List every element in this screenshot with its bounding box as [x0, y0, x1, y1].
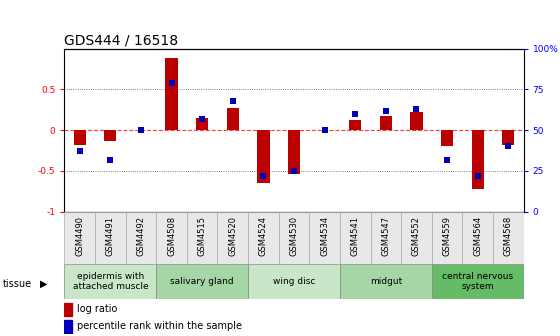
- Bar: [104, 130, 116, 141]
- Text: GSM4490: GSM4490: [75, 216, 84, 256]
- Bar: [288, 130, 300, 174]
- Point: [259, 173, 268, 178]
- Text: ▶: ▶: [40, 279, 48, 289]
- Bar: [73, 130, 86, 145]
- Bar: [472, 130, 484, 189]
- Bar: [410, 112, 423, 130]
- Bar: [64, 264, 156, 299]
- Text: GSM4559: GSM4559: [442, 216, 451, 256]
- Bar: [340, 264, 432, 299]
- Bar: [309, 212, 340, 264]
- Text: percentile rank within the sample: percentile rank within the sample: [77, 321, 242, 331]
- Text: GSM4547: GSM4547: [381, 216, 390, 256]
- Bar: [371, 212, 401, 264]
- Text: GSM4534: GSM4534: [320, 216, 329, 256]
- Point: [106, 157, 115, 162]
- Text: central nervous
system: central nervous system: [442, 272, 514, 291]
- Bar: [165, 58, 178, 130]
- Bar: [156, 264, 248, 299]
- Bar: [217, 212, 248, 264]
- Text: wing disc: wing disc: [273, 277, 315, 286]
- Text: GSM4491: GSM4491: [106, 216, 115, 256]
- Bar: [279, 212, 309, 264]
- Bar: [463, 212, 493, 264]
- Bar: [64, 320, 72, 333]
- Bar: [156, 212, 187, 264]
- Text: GSM4541: GSM4541: [351, 216, 360, 256]
- Text: tissue: tissue: [3, 279, 32, 289]
- Text: midgut: midgut: [370, 277, 402, 286]
- Bar: [502, 130, 515, 145]
- Bar: [432, 264, 524, 299]
- Bar: [493, 212, 524, 264]
- Bar: [64, 303, 72, 316]
- Point: [504, 144, 513, 149]
- Bar: [340, 212, 371, 264]
- Point: [442, 157, 451, 162]
- Point: [320, 128, 329, 133]
- Bar: [380, 116, 392, 130]
- Text: GSM4520: GSM4520: [228, 216, 237, 256]
- Text: GSM4552: GSM4552: [412, 216, 421, 256]
- Text: GSM4492: GSM4492: [137, 216, 146, 256]
- Point: [167, 80, 176, 86]
- Text: GDS444 / 16518: GDS444 / 16518: [64, 34, 179, 48]
- Bar: [349, 120, 361, 130]
- Text: GSM4524: GSM4524: [259, 216, 268, 256]
- Text: GSM4568: GSM4568: [504, 216, 513, 256]
- Bar: [187, 212, 217, 264]
- Text: log ratio: log ratio: [77, 304, 118, 314]
- Bar: [432, 212, 463, 264]
- Bar: [248, 264, 340, 299]
- Bar: [441, 130, 453, 146]
- Point: [228, 98, 237, 103]
- Text: GSM4530: GSM4530: [290, 216, 298, 256]
- Bar: [227, 108, 239, 130]
- Point: [351, 111, 360, 117]
- Bar: [248, 212, 279, 264]
- Point: [137, 128, 146, 133]
- Bar: [125, 212, 156, 264]
- Bar: [401, 212, 432, 264]
- Point: [75, 149, 84, 154]
- Text: epidermis with
attached muscle: epidermis with attached muscle: [72, 272, 148, 291]
- Bar: [257, 130, 269, 183]
- Point: [412, 106, 421, 112]
- Text: salivary gland: salivary gland: [170, 277, 234, 286]
- Point: [198, 116, 207, 122]
- Point: [473, 173, 482, 178]
- Bar: [196, 118, 208, 130]
- Bar: [64, 212, 95, 264]
- Text: GSM4508: GSM4508: [167, 216, 176, 256]
- Text: GSM4515: GSM4515: [198, 216, 207, 256]
- Text: GSM4564: GSM4564: [473, 216, 482, 256]
- Point: [381, 108, 390, 113]
- Bar: [95, 212, 125, 264]
- Point: [290, 168, 298, 174]
